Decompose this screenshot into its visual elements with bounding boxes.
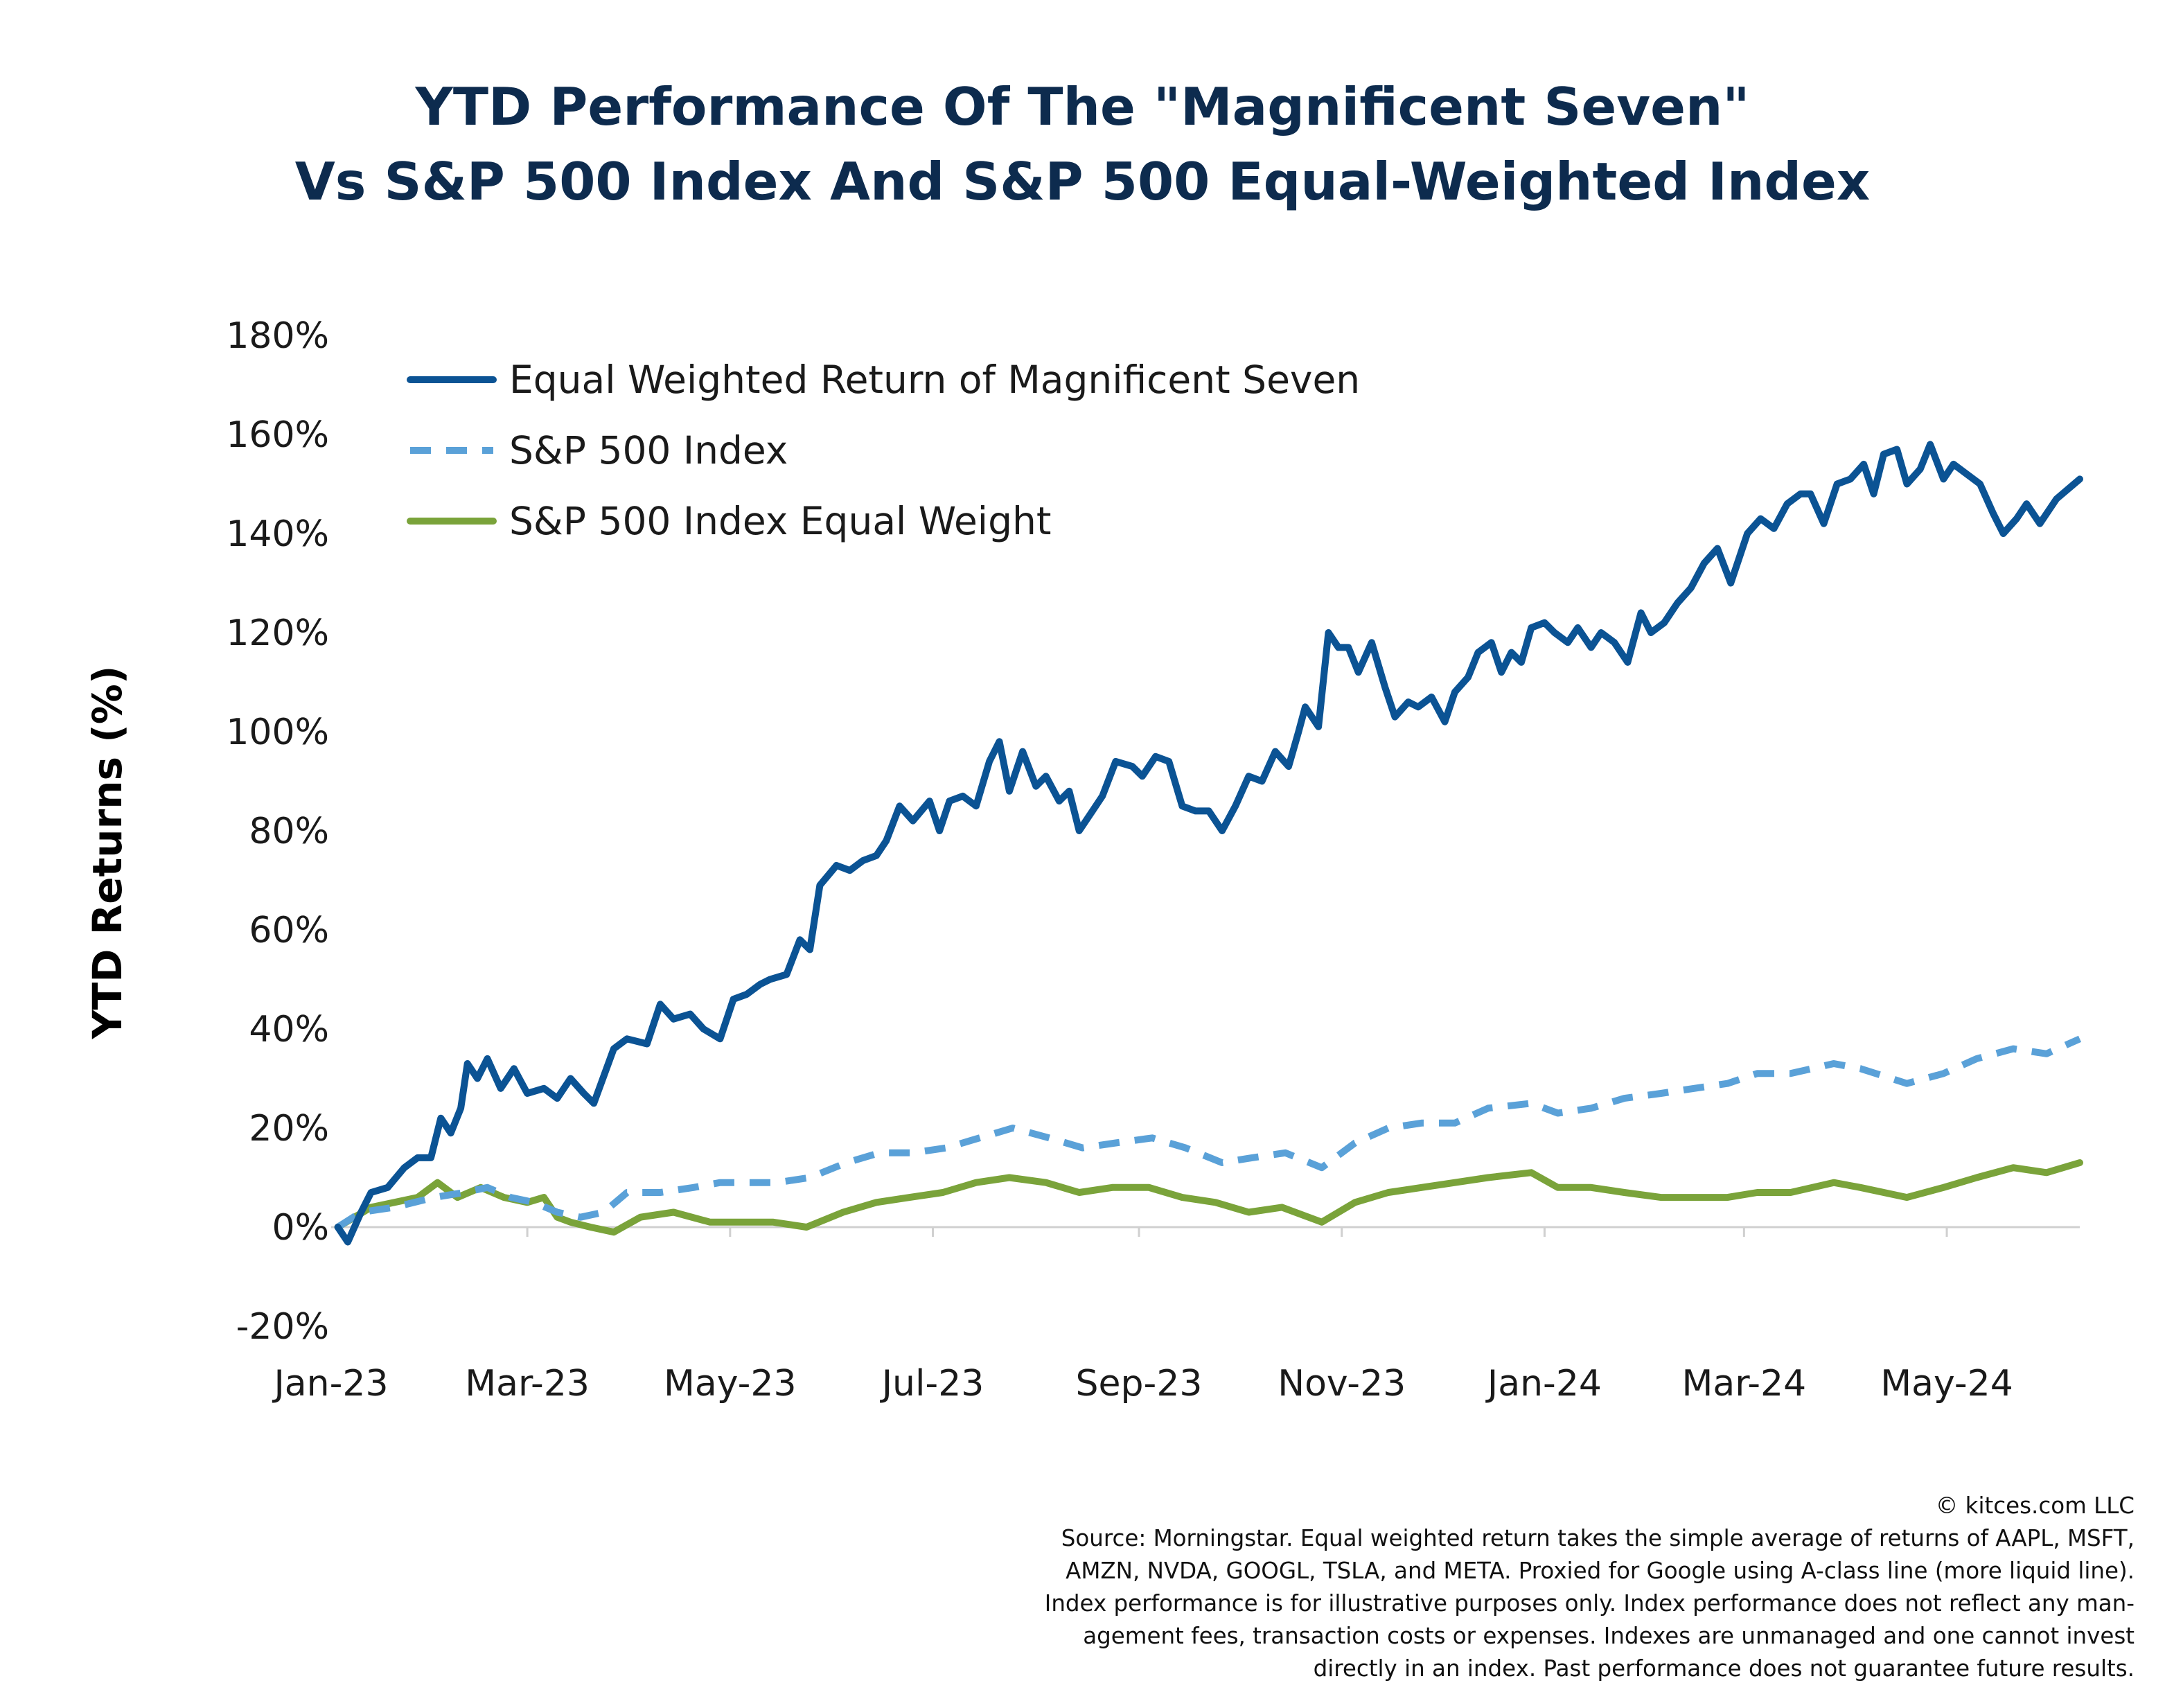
chart-title-line-2: Vs S&P 500 Index And S&P 500 Equal-Weigh… xyxy=(294,151,1871,212)
x-tick-label: Jan-24 xyxy=(1485,1363,1602,1405)
y-tick-label: 180% xyxy=(226,315,329,357)
y-tick-label: -20% xyxy=(236,1306,329,1348)
legend-label: S&P 500 Index Equal Weight xyxy=(509,499,1051,543)
y-tick-label: 60% xyxy=(249,910,329,951)
x-tick-label: Jan-23 xyxy=(272,1363,388,1405)
y-tick-label: 40% xyxy=(249,1009,329,1050)
legend: Equal Weighted Return of Magnificent Sev… xyxy=(407,358,1360,543)
x-tick-label: Mar-23 xyxy=(465,1363,590,1405)
legend-label: Equal Weighted Return of Magnificent Sev… xyxy=(509,358,1360,402)
y-axis-title: YTD Returns (%) xyxy=(84,666,131,1040)
y-tick-label: 0% xyxy=(272,1207,330,1249)
x-tick-label: May-24 xyxy=(1880,1363,2013,1405)
source-line-2: AMZN, NVDA, GOOGL, TSLA, and META. Proxi… xyxy=(1066,1558,2135,1584)
x-tick-label: Sep-23 xyxy=(1076,1363,1203,1405)
series-layer xyxy=(334,441,2083,1246)
x-axis-ticks: Jan-23 Mar-23 May-23 Jul-23 Sep-23 Nov-23 Jan-… xyxy=(272,1227,2013,1405)
chart-title: YTD Performance Of The "Magnificent Seve… xyxy=(0,69,2165,219)
y-tick-label: 80% xyxy=(249,811,329,852)
y-tick-label: 120% xyxy=(226,613,329,654)
series-line-1 xyxy=(335,1035,2082,1231)
y-tick-label: 160% xyxy=(226,414,329,456)
source-line-1: Source: Morningstar. Equal weighted retu… xyxy=(1061,1525,2135,1551)
copyright-text: © kitces.com LLC xyxy=(1935,1493,2135,1519)
x-tick-label: May-23 xyxy=(664,1363,797,1405)
y-tick-label: 20% xyxy=(249,1108,329,1150)
series-line-2 xyxy=(334,1159,2083,1236)
source-line-4: agement fees, transaction costs or expen… xyxy=(1083,1623,2135,1649)
footer-notes: © kitces.com LLC Source: Morningstar. Eq… xyxy=(818,1490,2135,1685)
source-line-3: Index performance is for illustrative pu… xyxy=(1044,1590,2135,1617)
y-axis-title-group: YTD Returns (%) xyxy=(84,666,131,1040)
y-tick-label: 140% xyxy=(226,513,329,555)
legend-label: S&P 500 Index xyxy=(509,428,788,473)
chart-title-line-1: YTD Performance Of The "Magnificent Seve… xyxy=(415,76,1750,137)
x-tick-label: Jul-23 xyxy=(880,1363,984,1405)
x-tick-label: Mar-24 xyxy=(1681,1363,1806,1405)
source-line-5: directly in an index. Past performance d… xyxy=(1313,1655,2135,1682)
y-tick-label: 100% xyxy=(226,712,329,753)
y-axis-ticks: -20% 0% 20% 40% 60% 80% 100% 120% 140% 160% 180% xyxy=(226,315,329,1348)
x-tick-label: Nov-23 xyxy=(1278,1363,1406,1405)
series-line-0 xyxy=(334,441,2083,1246)
